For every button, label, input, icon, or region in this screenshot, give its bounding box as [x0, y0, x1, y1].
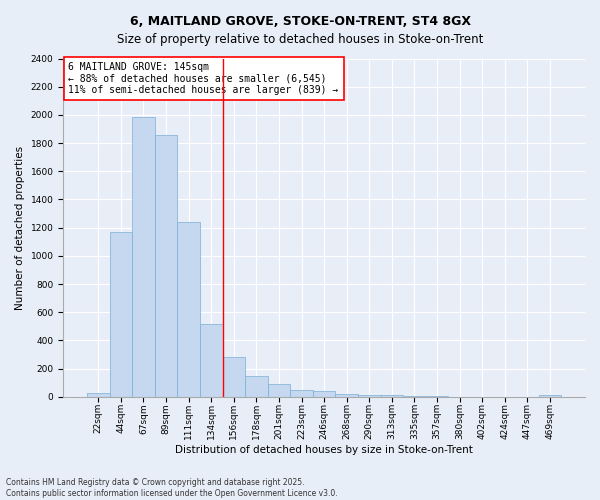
- Bar: [335, 394, 358, 397]
- Bar: [290, 390, 313, 397]
- Bar: [358, 394, 380, 397]
- Bar: [539, 394, 561, 397]
- Bar: [403, 396, 426, 397]
- Bar: [245, 376, 268, 397]
- Bar: [110, 232, 132, 397]
- Bar: [132, 117, 155, 397]
- Text: 6 MAITLAND GROVE: 145sqm
← 88% of detached houses are smaller (6,545)
11% of sem: 6 MAITLAND GROVE: 145sqm ← 88% of detach…: [68, 62, 339, 95]
- Bar: [268, 384, 290, 397]
- X-axis label: Distribution of detached houses by size in Stoke-on-Trent: Distribution of detached houses by size …: [175, 445, 473, 455]
- Bar: [380, 396, 403, 397]
- Text: 6, MAITLAND GROVE, STOKE-ON-TRENT, ST4 8GX: 6, MAITLAND GROVE, STOKE-ON-TRENT, ST4 8…: [130, 15, 470, 28]
- Y-axis label: Number of detached properties: Number of detached properties: [15, 146, 25, 310]
- Bar: [87, 394, 110, 397]
- Bar: [178, 222, 200, 397]
- Bar: [223, 358, 245, 397]
- Bar: [155, 134, 178, 397]
- Bar: [200, 324, 223, 397]
- Bar: [313, 391, 335, 397]
- Text: Contains HM Land Registry data © Crown copyright and database right 2025.
Contai: Contains HM Land Registry data © Crown c…: [6, 478, 338, 498]
- Text: Size of property relative to detached houses in Stoke-on-Trent: Size of property relative to detached ho…: [117, 32, 483, 46]
